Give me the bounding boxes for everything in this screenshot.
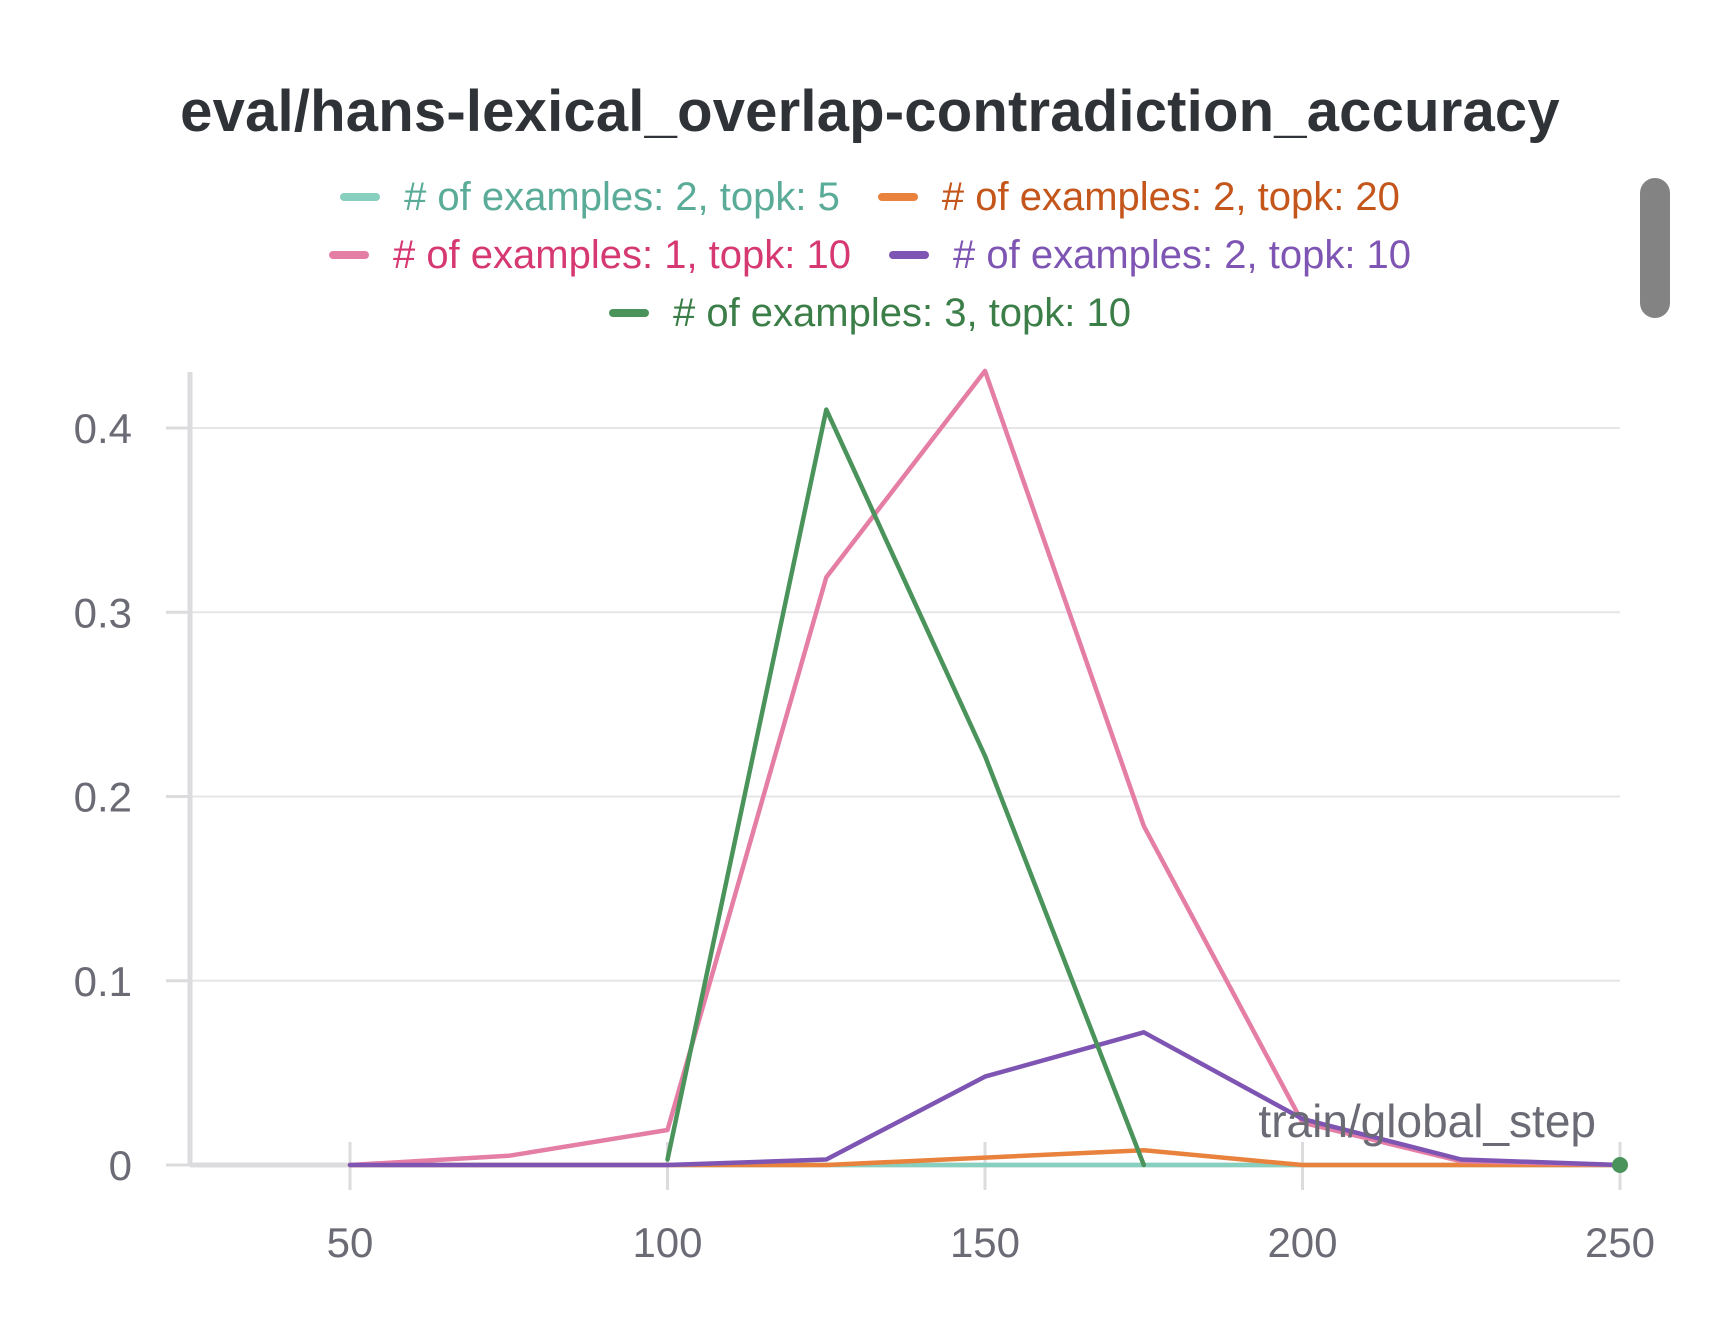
x-tick-label-4: 250 <box>1585 1219 1655 1266</box>
series-line-2 <box>347 368 1623 1168</box>
grid <box>190 427 1620 982</box>
axes <box>166 372 1622 1190</box>
y-tick-label-0: 0 <box>109 1142 132 1189</box>
series-line-4 <box>665 407 1147 1168</box>
tick-labels: 0 0.1 0.2 0.3 0.4 50 100 150 200 250 <box>74 405 1655 1266</box>
x-tick-label-2: 150 <box>950 1219 1020 1266</box>
legend-item-4[interactable]: # of examples: 3, topk: 10 <box>608 290 1132 336</box>
legend-item-0[interactable]: # of examples: 2, topk: 5 <box>340 175 840 220</box>
legend-row: # of examples: 3, topk: 10 <box>608 284 1132 342</box>
legend-item-3[interactable]: # of examples: 2, topk: 10 <box>889 233 1411 278</box>
legend-swatch-3 <box>889 251 929 259</box>
legend-row: # of examples: 2, topk: 5 # of examples:… <box>340 168 1400 226</box>
legend-label-1: # of examples: 2, topk: 20 <box>941 174 1400 219</box>
y-tick-label-2: 0.2 <box>74 774 132 821</box>
legend-swatch-0 <box>340 193 381 201</box>
legend-label-3: # of examples: 2, topk: 10 <box>953 232 1412 277</box>
series-lines <box>347 368 1628 1173</box>
last-point-marker <box>1612 1157 1628 1173</box>
legend-swatch-4 <box>608 309 649 317</box>
y-tick-label-1: 0.1 <box>74 958 132 1005</box>
legend-scrollbar[interactable] <box>1640 178 1670 318</box>
legend: # of examples: 2, topk: 5 # of examples:… <box>0 168 1728 342</box>
x-tick-label-1: 100 <box>632 1219 702 1266</box>
series-line-3 <box>347 1030 1623 1168</box>
x-tick-label-0: 50 <box>327 1219 374 1266</box>
x-tick-label-3: 200 <box>1267 1219 1337 1266</box>
legend-item-1[interactable]: # of examples: 2, topk: 20 <box>877 174 1400 220</box>
legend-swatch-2 <box>328 251 369 259</box>
x-axis-title: train/global_step <box>1258 1095 1596 1147</box>
legend-swatch-1 <box>877 193 918 201</box>
legend-item-2[interactable]: # of examples: 1, topk: 10 <box>328 232 851 278</box>
chart-title: eval/hans-lexical_overlap-contradiction_… <box>180 79 1560 144</box>
legend-row: # of examples: 1, topk: 10 # of examples… <box>328 226 1411 284</box>
legend-label-4: # of examples: 3, topk: 10 <box>672 290 1132 335</box>
legend-label-2: # of examples: 1, topk: 10 <box>392 232 851 277</box>
legend-label-0: # of examples: 2, topk: 5 <box>404 174 840 219</box>
y-tick-label-4: 0.4 <box>74 405 132 452</box>
y-tick-label-3: 0.3 <box>74 589 132 636</box>
